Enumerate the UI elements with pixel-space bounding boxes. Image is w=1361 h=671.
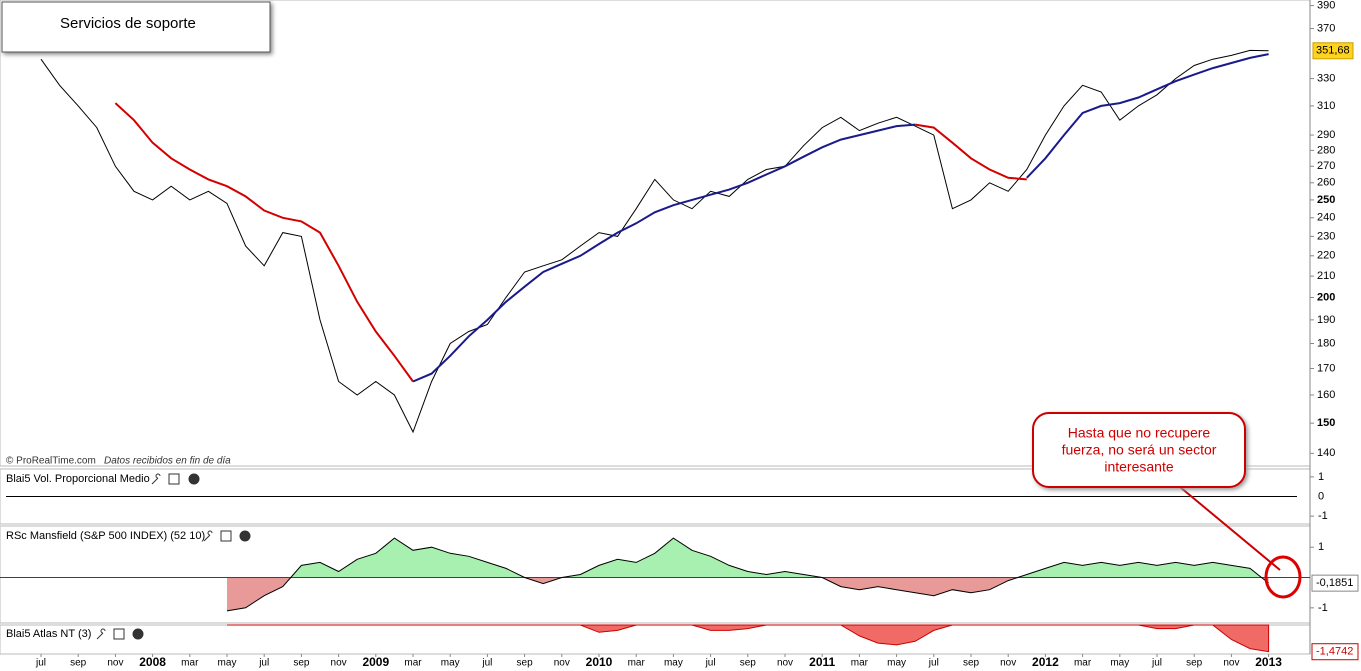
x-tick-label: sep [1186,658,1203,669]
x-tick-label: nov [331,658,347,669]
moving-average [114,102,1027,383]
x-tick-label: jul [928,658,939,669]
y-tick-label: 1 [1318,541,1324,553]
x-tick-label: mar [1074,658,1092,669]
title-box: Servicios de soporte [1,1,271,53]
x-tick-label: 2009 [362,655,389,669]
x-tick-label: jul [35,658,46,669]
y-tick-label: 250 [1317,194,1335,206]
x-tick-label: 2008 [139,655,166,669]
y-tick-label: 310 [1317,100,1335,112]
panel-label: RSc Mansfield (S&P 500 INDEX) (52 10) [6,530,205,542]
y-tick-label: 180 [1317,337,1335,349]
x-tick-label: may [887,658,906,669]
last-value-label: -0,1851 [1316,577,1353,589]
y-tick-label: 330 [1317,72,1335,84]
y-tick-label: 390 [1317,0,1335,11]
y-tick-label: -1 [1318,510,1328,522]
y-tick-label: 290 [1317,129,1335,141]
atlas-panel [0,624,1311,655]
atlas-area [227,624,1270,653]
x-tick-label: sep [293,658,310,669]
x-tick-label: sep [740,658,757,669]
x-tick-label: sep [963,658,980,669]
x-tick-label: nov [107,658,123,669]
chart-title: Servicios de soporte [60,15,196,32]
y-tick-label: 230 [1317,230,1335,242]
source: © ProRealTime.com [6,456,96,467]
y-tick-label: 260 [1317,177,1335,189]
last-value-box [1311,643,1359,661]
x-tick-label: jul [481,658,492,669]
annotation: Hasta que no recupere fuerza, no será un… [1032,412,1302,599]
annotation-text: interesante [1104,459,1173,475]
y-tick-label: 280 [1317,144,1335,156]
y-tick-label: 150 [1317,417,1335,429]
x-tick-label: sep [70,658,87,669]
panel-icons[interactable] [96,473,251,640]
y-tick-label: 140 [1317,447,1335,459]
x-tick-label: 2010 [586,655,613,669]
x-tick-label: jul [705,658,716,669]
source-note: Datos recibidos en fin de día [104,456,231,467]
y-tick-label: -1 [1318,602,1328,614]
y-tick-label: 220 [1317,250,1335,262]
x-tick-label: may [1110,658,1129,669]
y-tick-label: 370 [1317,22,1335,34]
panel-label: Blai5 Atlas NT (3) [6,628,91,640]
x-tick-label: nov [554,658,570,669]
x-tick-label: may [218,658,237,669]
x-tick-label: 2012 [1032,655,1059,669]
panel-label: Blai5 Vol. Proporcional Medio [6,473,150,485]
last-price-box [1312,42,1354,60]
y-tick-label: 1 [1318,471,1324,483]
x-tick-label: mar [181,658,199,669]
x-tick-label: 2013 [1255,655,1282,669]
price-panel [0,0,1311,467]
x-tick-label: 2011 [809,655,835,669]
x-tick-label: mar [404,658,422,669]
annotation-text: fuerza, no será un sector [1062,442,1217,458]
x-tick-label: jul [258,658,269,669]
x-tick-label: nov [1223,658,1239,669]
annotation-text: Hasta que no recupere [1068,425,1211,441]
last-value-label: -1,4742 [1316,646,1353,658]
y-tick-label: 170 [1317,362,1335,374]
y-tick-label: 0 [1318,490,1324,502]
rs-area-positive [227,538,1269,579]
last-price-label: 351,68 [1316,45,1350,57]
x-tick-label: nov [777,658,793,669]
last-value-box [1311,574,1359,592]
x-tick-label: mar [628,658,646,669]
rs-line [226,537,1269,612]
y-tick-label: 190 [1317,314,1335,326]
y-tick-label: 210 [1317,270,1335,282]
x-tick-label: sep [517,658,534,669]
y-tick-label: 240 [1317,212,1335,224]
x-tick-label: jul [1151,658,1162,669]
x-tick-label: mar [851,658,869,669]
x-tick-label: nov [1000,658,1016,669]
y-tick-label: 270 [1317,160,1335,172]
x-tick-label: may [664,658,683,669]
y-tick-label: 160 [1317,389,1335,401]
moving-average [412,53,1269,383]
price-line [40,49,1269,434]
x-tick-label: may [441,658,460,669]
y-tick-label: 200 [1317,291,1335,303]
